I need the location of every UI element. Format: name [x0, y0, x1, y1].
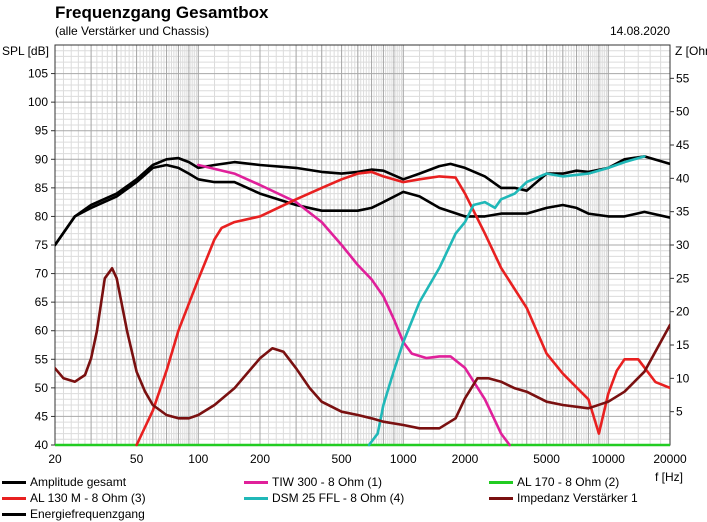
- legend-swatch: [489, 481, 513, 484]
- y2-tick-label: 20: [676, 305, 690, 319]
- chart-title: Frequenzgang Gesamtbox: [55, 3, 269, 22]
- y-tick-label: 105: [28, 67, 48, 81]
- y-tick-label: 85: [35, 181, 49, 195]
- x-tick-label: 500: [332, 452, 352, 466]
- x-tick-label: 1000: [390, 452, 417, 466]
- legend-label: DSM 25 FFL - 8 Ohm (4): [272, 491, 405, 505]
- series-line-energiefrequenzgang: [55, 163, 670, 247]
- legend-label: TIW 300 - 8 Ohm (1): [272, 475, 383, 489]
- y2-tick-label: 10: [676, 371, 690, 385]
- legend-swatch: [2, 481, 26, 484]
- y2-axis-label: Z [Ohm]: [675, 44, 707, 58]
- y2-tick-label: 5: [676, 405, 683, 419]
- chart-date: 14.08.2020: [609, 24, 670, 38]
- x-tick-label: 10000: [592, 452, 626, 466]
- x-tick-label: 2000: [452, 452, 479, 466]
- legend-swatch: [244, 481, 268, 484]
- y-tick-label: 70: [35, 267, 49, 281]
- y2-tick-label: 45: [676, 138, 690, 152]
- series-line-impedanz-verst-rker-1: [55, 266, 670, 430]
- y-tick-label: 80: [35, 209, 49, 223]
- legend-swatch: [489, 497, 513, 500]
- series-line-al-130-m-8-ohm-3: [135, 170, 670, 447]
- legend-label: AL 130 M - 8 Ohm (3): [30, 491, 146, 505]
- y-tick-label: 75: [35, 238, 49, 252]
- y-tick-label: 55: [35, 352, 49, 366]
- y2-tick-label: 35: [676, 205, 690, 219]
- y2-tick-label: 15: [676, 338, 690, 352]
- x-tick-label: 5000: [533, 452, 560, 466]
- y-tick-label: 90: [35, 152, 49, 166]
- legend-swatch: [244, 497, 268, 500]
- y-axis-label: SPL [dB]: [2, 44, 49, 58]
- series-line-tiw-300-8-ohm-1: [197, 163, 511, 447]
- y-tick-label: 65: [35, 295, 49, 309]
- x-tick-label: 100: [188, 452, 208, 466]
- y-tick-label: 100: [28, 95, 48, 109]
- series-line-dsm-25-ffl-8-ohm-4: [367, 155, 646, 447]
- legend-swatch: [2, 497, 26, 500]
- y2-tick-label: 50: [676, 105, 690, 119]
- series-line-amplitude-gesamt: [55, 155, 670, 247]
- x-tick-label: 20: [48, 452, 62, 466]
- legend-label: AL 170 - 8 Ohm (2): [517, 475, 620, 489]
- y-tick-label: 40: [35, 438, 49, 452]
- x-tick-label: 200: [250, 452, 270, 466]
- legend-label: Amplitude gesamt: [30, 475, 127, 489]
- legend-swatch: [2, 513, 26, 516]
- y2-tick-label: 40: [676, 171, 690, 185]
- legend-label: Impedanz Verstärker 1: [517, 491, 638, 505]
- y-tick-label: 95: [35, 124, 49, 138]
- y-tick-label: 45: [35, 409, 49, 423]
- chart-subtitle: (alle Verstärker und Chassis): [55, 24, 210, 38]
- legend-label: Energiefrequenzgang: [30, 507, 145, 521]
- x-tick-label: 50: [130, 452, 144, 466]
- y-tick-label: 50: [35, 381, 49, 395]
- y2-tick-label: 25: [676, 271, 690, 285]
- x-tick-label: 20000: [653, 452, 687, 466]
- y2-tick-label: 55: [676, 71, 690, 85]
- x-axis-label: f [Hz]: [655, 470, 683, 484]
- y2-tick-label: 30: [676, 238, 690, 252]
- y-tick-label: 60: [35, 324, 49, 338]
